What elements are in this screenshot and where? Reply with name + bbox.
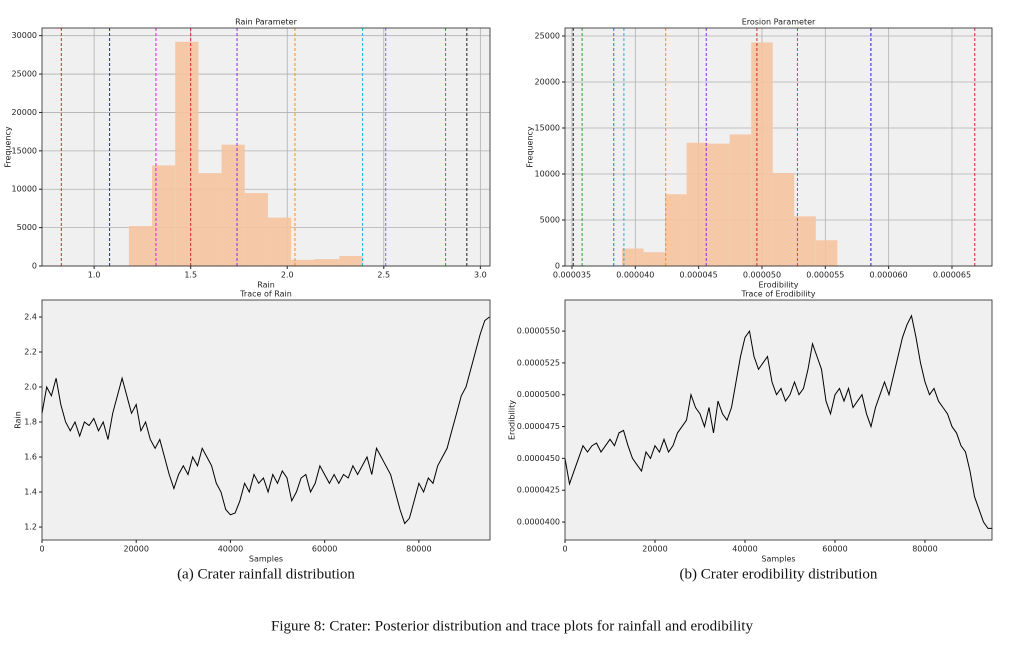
bar xyxy=(772,173,795,266)
x-tick-label: 1.5 xyxy=(184,271,197,280)
y-tick-label: 25000 xyxy=(535,32,560,41)
chart-title: Trace of Rain xyxy=(239,290,292,299)
bar xyxy=(267,217,292,266)
trace-line xyxy=(41,316,490,525)
plot-area xyxy=(42,300,490,540)
x-tick-label: 2.5 xyxy=(377,271,390,280)
bar xyxy=(751,42,773,266)
x-tick-label: 0.000040 xyxy=(616,271,654,280)
y-axis-label: Frequency xyxy=(4,126,13,168)
y-tick-label: 2.0 xyxy=(24,383,37,392)
y-tick-label: 15000 xyxy=(12,146,37,155)
y-tick-label: 0.0000425 xyxy=(517,486,560,495)
x-tick-label: 40000 xyxy=(732,545,757,554)
x-tick-label: 80000 xyxy=(406,545,431,554)
plot-frame xyxy=(564,27,993,267)
y-tick-label: 5000 xyxy=(17,223,37,232)
bar xyxy=(708,143,730,266)
y-tick-label: 10000 xyxy=(12,185,37,194)
y-tick-label: 20000 xyxy=(535,78,560,87)
bar xyxy=(665,194,687,266)
x-tick-label: 40000 xyxy=(218,545,243,554)
bar xyxy=(291,259,315,266)
bar xyxy=(244,193,268,266)
y-axis-label: Erodibility xyxy=(508,400,517,440)
plot-frame xyxy=(41,299,491,541)
trace-line xyxy=(564,314,993,529)
y-axis-label: Rain xyxy=(14,411,23,429)
y-tick-label: 0.0000400 xyxy=(517,518,560,527)
y-tick-label: 0 xyxy=(555,262,560,271)
chart-title: Erosion Parameter xyxy=(742,18,816,27)
y-tick-label: 5000 xyxy=(540,216,560,225)
x-axis-label: Erodibility xyxy=(759,281,799,290)
bar xyxy=(794,216,816,266)
bar xyxy=(815,240,838,266)
bar xyxy=(622,248,644,266)
bar xyxy=(314,259,340,266)
x-tick-label: 2.0 xyxy=(281,271,294,280)
bar xyxy=(729,134,752,266)
y-tick-label: 10000 xyxy=(535,170,560,179)
x-tick-label: 0.000035 xyxy=(553,271,591,280)
y-tick-label: 0.0000475 xyxy=(517,422,560,431)
bar xyxy=(221,144,245,266)
x-axis-label: Rain xyxy=(257,281,275,290)
x-tick-label: 60000 xyxy=(822,545,847,554)
x-axis-label: Samples xyxy=(249,555,283,564)
y-tick-label: 1.8 xyxy=(24,418,37,427)
figure-caption: Figure 8: Crater: Posterior distribution… xyxy=(271,618,753,634)
bar xyxy=(686,142,709,266)
y-tick-label: 0.0000450 xyxy=(517,454,560,463)
x-tick-label: 20000 xyxy=(123,545,148,554)
x-tick-label: 0.000045 xyxy=(680,271,718,280)
y-tick-label: 20000 xyxy=(12,108,37,117)
bar xyxy=(198,173,222,266)
y-tick-label: 1.2 xyxy=(24,523,37,532)
x-tick-label: 20000 xyxy=(642,545,667,554)
bar xyxy=(175,41,199,267)
y-tick-label: 30000 xyxy=(12,31,37,40)
y-tick-label: 15000 xyxy=(535,124,560,133)
subfigure-caption: (a) Crater rainfall distribution xyxy=(177,566,355,582)
y-tick-label: 0.0000500 xyxy=(517,390,560,399)
subfigure-caption: (b) Crater erodibility distribution xyxy=(680,566,878,582)
x-tick-label: 0.000060 xyxy=(870,271,908,280)
y-tick-label: 1.6 xyxy=(24,453,37,462)
bar xyxy=(339,256,363,266)
chart-title: Rain Parameter xyxy=(235,18,297,27)
y-tick-label: 25000 xyxy=(12,70,37,79)
y-tick-label: 0 xyxy=(32,262,37,271)
plot-frame xyxy=(41,27,491,267)
x-tick-label: 0.000055 xyxy=(806,271,844,280)
x-tick-label: 0 xyxy=(562,545,567,554)
x-axis-label: Samples xyxy=(761,555,795,564)
chart-title: Trace of Erodibility xyxy=(741,290,816,299)
plot-frame xyxy=(564,299,993,541)
bar xyxy=(643,252,666,266)
y-tick-label: 0.0000550 xyxy=(517,327,560,336)
plot-area xyxy=(565,300,992,540)
x-tick-label: 3.0 xyxy=(474,271,487,280)
x-tick-label: 60000 xyxy=(312,545,337,554)
bar xyxy=(128,226,153,266)
bar xyxy=(152,165,176,266)
x-tick-label: 0.000050 xyxy=(743,271,781,280)
x-tick-label: 0.000065 xyxy=(933,271,971,280)
y-tick-label: 2.2 xyxy=(24,347,37,356)
x-tick-label: 1.0 xyxy=(88,271,101,280)
y-tick-label: 1.4 xyxy=(24,488,37,497)
y-axis-label: Frequency xyxy=(526,126,535,168)
x-tick-label: 0 xyxy=(39,545,44,554)
x-tick-label: 80000 xyxy=(912,545,937,554)
y-tick-label: 0.0000525 xyxy=(517,358,560,367)
y-tick-label: 2.4 xyxy=(24,312,37,321)
